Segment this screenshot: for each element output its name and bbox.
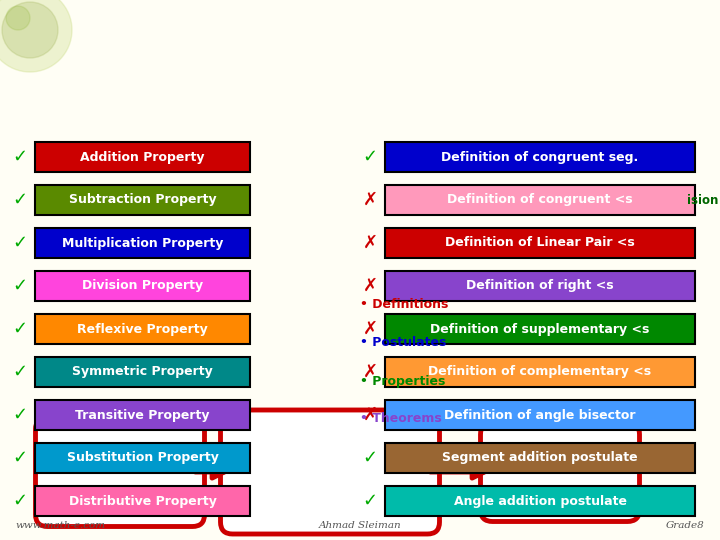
- Text: ✗: ✗: [362, 406, 377, 424]
- Circle shape: [6, 6, 30, 30]
- Text: Subtraction Property: Subtraction Property: [68, 193, 216, 206]
- Text: Definition of congruent <s: Definition of congruent <s: [447, 193, 633, 206]
- Text: Division Property: Division Property: [82, 280, 203, 293]
- Text: ✓: ✓: [12, 234, 27, 252]
- Text: ✓: ✓: [12, 148, 27, 166]
- Text: ✗: ✗: [362, 191, 377, 209]
- Text: • Properties: • Properties: [360, 375, 446, 388]
- Text: ✓: ✓: [362, 148, 377, 166]
- Text: ✓: ✓: [12, 492, 27, 510]
- Text: Angle addition postulate: Angle addition postulate: [454, 495, 626, 508]
- FancyBboxPatch shape: [35, 400, 250, 430]
- Text: Reflexive Property: Reflexive Property: [77, 322, 208, 335]
- Text: • Postulates: • Postulates: [360, 336, 446, 349]
- FancyBboxPatch shape: [385, 228, 695, 258]
- Text: Ahmad Sleiman: Ahmad Sleiman: [319, 521, 401, 530]
- FancyBboxPatch shape: [385, 443, 695, 473]
- Text: Definition of supplementary <s: Definition of supplementary <s: [431, 322, 649, 335]
- FancyBboxPatch shape: [385, 271, 695, 301]
- Text: ✓: ✓: [12, 191, 27, 209]
- FancyBboxPatch shape: [35, 486, 250, 516]
- Text: ✓: ✓: [362, 449, 377, 467]
- FancyBboxPatch shape: [35, 314, 250, 344]
- Text: ✓: ✓: [12, 363, 27, 381]
- FancyBboxPatch shape: [35, 271, 250, 301]
- Text: Addition Property: Addition Property: [80, 151, 204, 164]
- FancyBboxPatch shape: [385, 486, 695, 516]
- Text: ✓: ✓: [12, 406, 27, 424]
- Circle shape: [0, 0, 72, 72]
- Text: • Theorems: • Theorems: [360, 413, 442, 426]
- Text: Transitive Property: Transitive Property: [76, 408, 210, 422]
- Text: ✓: ✓: [12, 320, 27, 338]
- FancyBboxPatch shape: [385, 185, 695, 215]
- FancyBboxPatch shape: [385, 314, 695, 344]
- Text: Symmetric Property: Symmetric Property: [72, 366, 213, 379]
- Text: Distributive Property: Distributive Property: [68, 495, 217, 508]
- FancyBboxPatch shape: [220, 410, 439, 534]
- FancyBboxPatch shape: [480, 422, 639, 522]
- Text: Grade8: Grade8: [666, 521, 705, 530]
- FancyBboxPatch shape: [35, 228, 250, 258]
- Text: ✓: ✓: [12, 277, 27, 295]
- FancyBboxPatch shape: [35, 185, 250, 215]
- FancyBboxPatch shape: [385, 357, 695, 387]
- Text: Definition of right <s: Definition of right <s: [466, 280, 614, 293]
- Text: ✗: ✗: [362, 363, 377, 381]
- Text: ✗: ✗: [362, 234, 377, 252]
- Text: ✗: ✗: [362, 277, 377, 295]
- Text: Multiplication Property: Multiplication Property: [62, 237, 223, 249]
- Text: Definition of angle bisector: Definition of angle bisector: [444, 408, 636, 422]
- FancyBboxPatch shape: [35, 357, 250, 387]
- Text: • Definitions: • Definitions: [360, 299, 449, 312]
- FancyBboxPatch shape: [35, 443, 250, 473]
- Text: ✗: ✗: [362, 320, 377, 338]
- FancyBboxPatch shape: [35, 142, 250, 172]
- Text: ision: ision: [687, 193, 718, 206]
- Text: ✓: ✓: [12, 449, 27, 467]
- Text: www.math-e.com: www.math-e.com: [15, 521, 105, 530]
- FancyBboxPatch shape: [385, 400, 695, 430]
- Text: Definition of complementary <s: Definition of complementary <s: [428, 366, 652, 379]
- Circle shape: [2, 2, 58, 58]
- FancyBboxPatch shape: [35, 417, 204, 526]
- Text: Definition of congruent seg.: Definition of congruent seg.: [441, 151, 639, 164]
- FancyBboxPatch shape: [385, 142, 695, 172]
- Text: ✓: ✓: [362, 492, 377, 510]
- Text: Segment addition postulate: Segment addition postulate: [442, 451, 638, 464]
- Text: Definition of Linear Pair <s: Definition of Linear Pair <s: [445, 237, 635, 249]
- Text: Substitution Property: Substitution Property: [66, 451, 218, 464]
